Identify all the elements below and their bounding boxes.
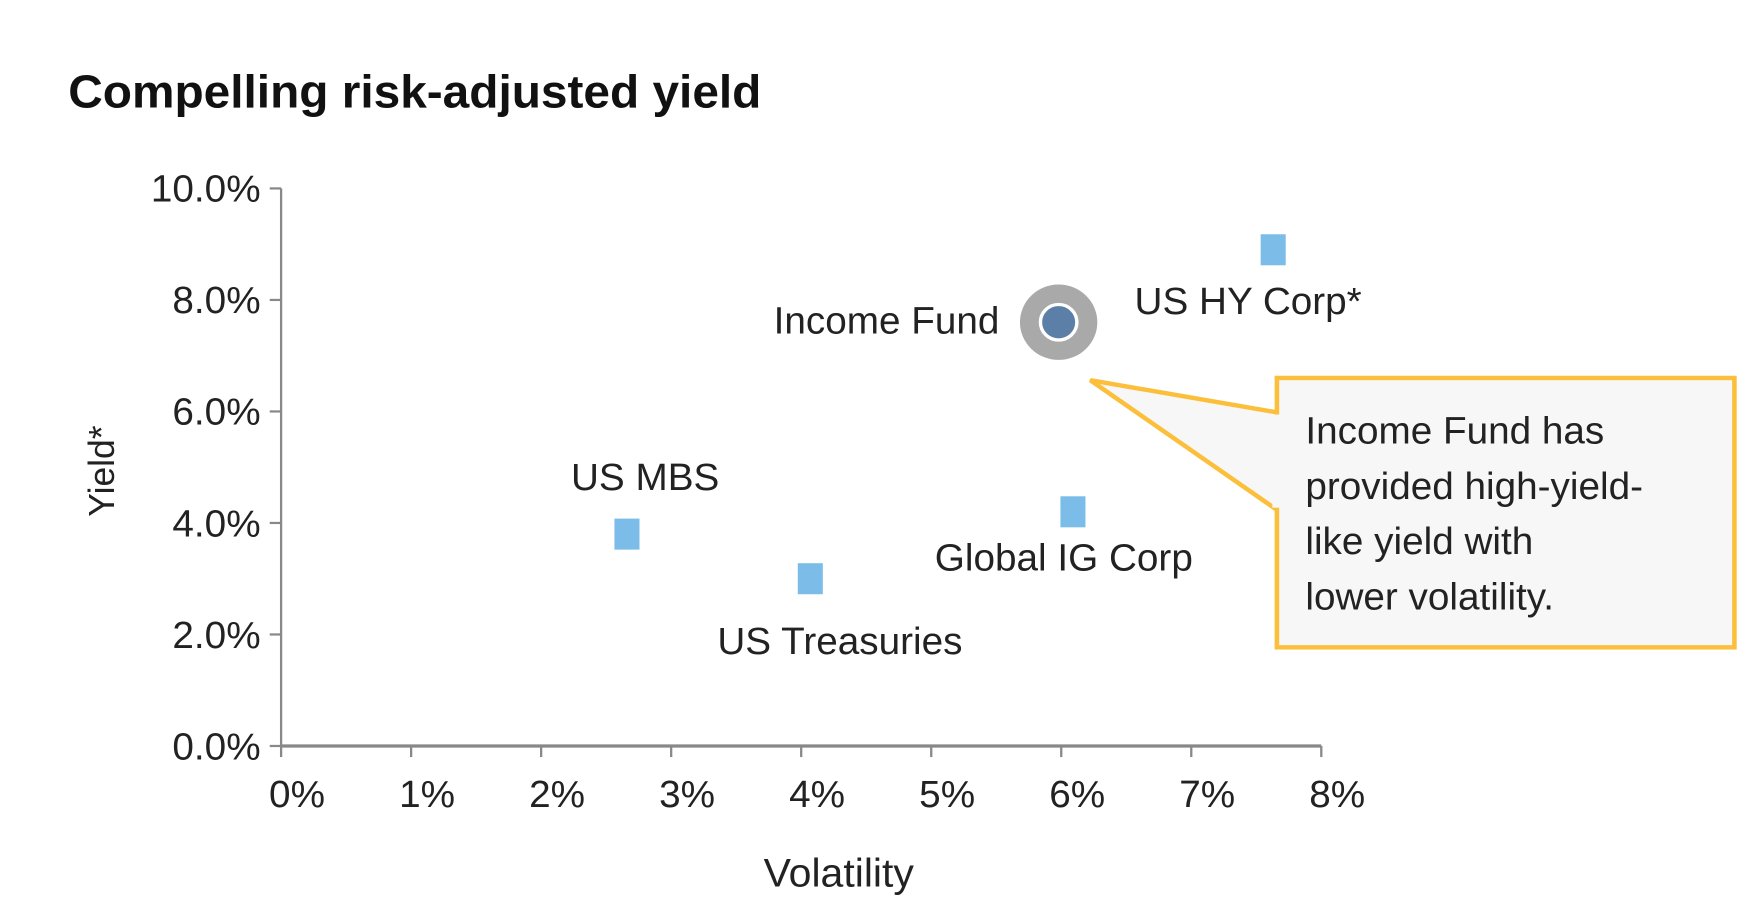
point-label: Global IG Corp <box>935 537 1193 579</box>
callout-text-line: provided high-yield- <box>1305 465 1643 507</box>
callout-text-line: like yield with <box>1305 521 1533 563</box>
point-us-mbs <box>614 518 640 550</box>
callout-text-line: lower volatility. <box>1305 576 1554 618</box>
x-axis-label: Volatility <box>764 850 915 895</box>
callout-pointer <box>1088 378 1279 512</box>
point-us-hy-corp- <box>1260 234 1286 266</box>
callout-text-line: Income Fund has <box>1305 410 1604 452</box>
x-tick-label: 8% <box>1309 773 1365 815</box>
y-axis-label: Yield* <box>80 425 122 516</box>
x-tick-label: 1% <box>399 773 455 815</box>
y-tick-label: 8.0% <box>172 280 260 322</box>
x-tick-label: 2% <box>529 773 585 815</box>
x-tick-label: 0% <box>269 773 325 815</box>
callout: Income Fund has provided high-yield-like … <box>1088 375 1737 650</box>
y-tick-label: 4.0% <box>172 503 260 545</box>
y-tick-label: 2.0% <box>172 614 260 656</box>
x-tick-label: 7% <box>1179 773 1235 815</box>
point-global-ig-corp <box>1060 496 1086 528</box>
x-tick-label: 3% <box>659 773 715 815</box>
callout-box <box>1274 375 1737 650</box>
x-tick-label: 5% <box>919 773 975 815</box>
chart-title: Compelling risk-adjusted yield <box>68 65 761 117</box>
x-tick-label: 4% <box>789 773 845 815</box>
y-tick-label: 0.0% <box>172 726 260 768</box>
x-tick-label: 6% <box>1049 773 1105 815</box>
point-income-fund <box>1038 302 1079 342</box>
point-label: US MBS <box>571 456 719 498</box>
y-tick-label: 10.0% <box>151 168 261 210</box>
point-us-treasuries <box>797 563 823 595</box>
point-label: Income Fund <box>774 300 1000 342</box>
point-label: US Treasuries <box>717 621 962 663</box>
y-tick-label: 6.0% <box>172 391 260 433</box>
point-label: US HY Corp* <box>1135 281 1362 323</box>
